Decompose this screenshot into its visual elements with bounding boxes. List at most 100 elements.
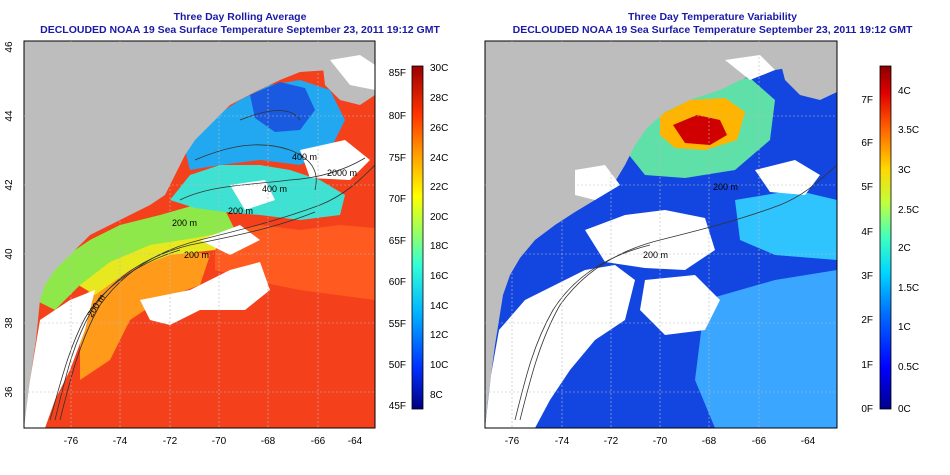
cloud-mask	[585, 210, 715, 270]
lon-tick: -74	[113, 436, 128, 447]
right-lon-ticks: -76 -74 -72 -70 -68 -66 -64	[505, 436, 816, 447]
f-tick: 85F	[389, 68, 406, 79]
f-tick: 55F	[389, 319, 406, 330]
contour-label: 400 m	[292, 152, 317, 162]
variability-peak	[673, 115, 727, 145]
right-colorbar-f-ticks: 7F 6F 5F 4F 3F 2F 1F 0F	[861, 95, 873, 415]
lon-tick: -70	[212, 436, 227, 447]
bathymetry-contours	[514, 164, 837, 421]
f-tick: 50F	[389, 360, 406, 371]
right-subtitle: DECLOUDED NOAA 19 Sea Surface Temperatur…	[512, 24, 913, 36]
shelf-green	[35, 205, 235, 310]
lat-tick: 46	[4, 41, 15, 53]
contour-label: 400 m	[262, 184, 287, 194]
f-tick: 70F	[389, 194, 406, 205]
contour-label: 200 m	[228, 206, 253, 216]
lat-tick: 38	[4, 317, 15, 329]
contour-label: 200 m	[184, 250, 209, 260]
left-lat-ticks: 36 38 40 42 44 46	[4, 41, 15, 398]
slope-water-yellow	[70, 230, 230, 295]
c-tick: 16C	[430, 271, 448, 282]
f-tick: 4F	[861, 227, 873, 238]
left-map-frame	[23, 40, 376, 429]
c-tick: 26C	[430, 123, 448, 134]
c-tick: 3C	[898, 165, 911, 176]
contour-label: 2000 m	[327, 168, 357, 178]
cloud-mask	[300, 140, 370, 180]
lon-tick: -70	[653, 436, 668, 447]
f-tick: 6F	[861, 138, 873, 149]
left-colorbar-f-ticks: 85F 80F 75F 70F 65F 60F 55F 50F 45F	[389, 68, 406, 412]
lon-tick: -66	[311, 436, 326, 447]
f-tick: 65F	[389, 236, 406, 247]
c-tick: 0C	[898, 404, 911, 415]
lat-tick: 44	[475, 110, 477, 122]
c-tick: 18C	[430, 241, 448, 252]
cloud-mask	[230, 180, 275, 210]
lon-tick: -76	[505, 436, 520, 447]
c-tick: 22C	[430, 182, 448, 193]
c-tick: 30C	[430, 63, 448, 74]
cloud-mask	[575, 165, 620, 200]
lat-tick: 42	[4, 179, 15, 191]
lon-tick: -64	[801, 436, 816, 447]
lon-tick: -68	[261, 436, 276, 447]
f-tick: 3F	[861, 271, 873, 282]
f-tick: 5F	[861, 182, 873, 193]
f-tick: 80F	[389, 111, 406, 122]
f-tick: 0F	[861, 404, 873, 415]
c-tick: 4C	[898, 86, 911, 97]
c-tick: 1.5C	[898, 283, 919, 294]
f-tick: 1F	[861, 360, 873, 371]
lat-tick: 36	[4, 386, 15, 398]
c-tick: 2C	[898, 243, 911, 254]
cloud-mask	[755, 160, 820, 195]
right-colorbar	[879, 65, 892, 410]
contour-label: 200 m	[172, 218, 197, 228]
cloud-mask	[140, 262, 270, 325]
deep-blue	[250, 82, 315, 132]
lat-tick: 36	[475, 386, 477, 398]
c-tick: 20C	[430, 212, 448, 223]
f-tick: 75F	[389, 153, 406, 164]
left-colorbar-c-ticks: 30C 28C 26C 24C 22C 20C 18C 16C 14C 12C …	[430, 63, 448, 401]
left-subtitle: DECLOUDED NOAA 19 Sea Surface Temperatur…	[40, 24, 440, 36]
lat-tick: 44	[4, 110, 15, 122]
lat-tick: 42	[475, 179, 477, 191]
c-tick: 10C	[430, 360, 448, 371]
land-coast	[485, 41, 837, 428]
f-tick: 2F	[861, 315, 873, 326]
c-tick: 24C	[430, 153, 448, 164]
cloud-mask	[330, 55, 375, 90]
cloud-mask	[200, 225, 260, 255]
c-tick: 0.5C	[898, 362, 919, 373]
left-gridlines	[24, 41, 375, 428]
gulf-stream-front	[215, 225, 375, 300]
c-tick: 12C	[430, 330, 448, 341]
variability-mid	[735, 190, 837, 260]
c-tick: 14C	[430, 301, 448, 312]
lat-tick: 40	[4, 248, 15, 260]
lon-tick: -74	[555, 436, 570, 447]
contour-label: 200 m	[643, 250, 668, 260]
contour-label: 200 m	[713, 182, 738, 192]
right-colorbar-c-ticks: 4C 3.5C 3C 2.5C 2C 1.5C 1C 0.5C 0C	[898, 86, 919, 415]
lon-tick: -68	[702, 436, 717, 447]
lon-tick: -66	[752, 436, 767, 447]
c-tick: 2.5C	[898, 205, 919, 216]
lon-tick: -72	[163, 436, 178, 447]
land-coast	[24, 41, 375, 428]
c-tick: 8C	[430, 390, 443, 401]
cloud-mask	[725, 55, 775, 80]
right-map-frame	[484, 40, 838, 429]
f-tick: 45F	[389, 401, 406, 412]
left-map: -76 -74 -72 -70 -68 -66 -64 36 38 40 42 …	[4, 40, 448, 447]
right-title: Three Day Temperature Variability	[627, 11, 798, 23]
right-lat-ticks: 36 38 40 42 44 46	[475, 41, 477, 398]
variability-mid	[695, 270, 837, 428]
lat-tick: 38	[475, 317, 477, 329]
nova-scotia	[775, 41, 837, 100]
c-tick: 1C	[898, 322, 911, 333]
f-tick: 7F	[861, 95, 873, 106]
lat-tick: 46	[475, 41, 477, 53]
